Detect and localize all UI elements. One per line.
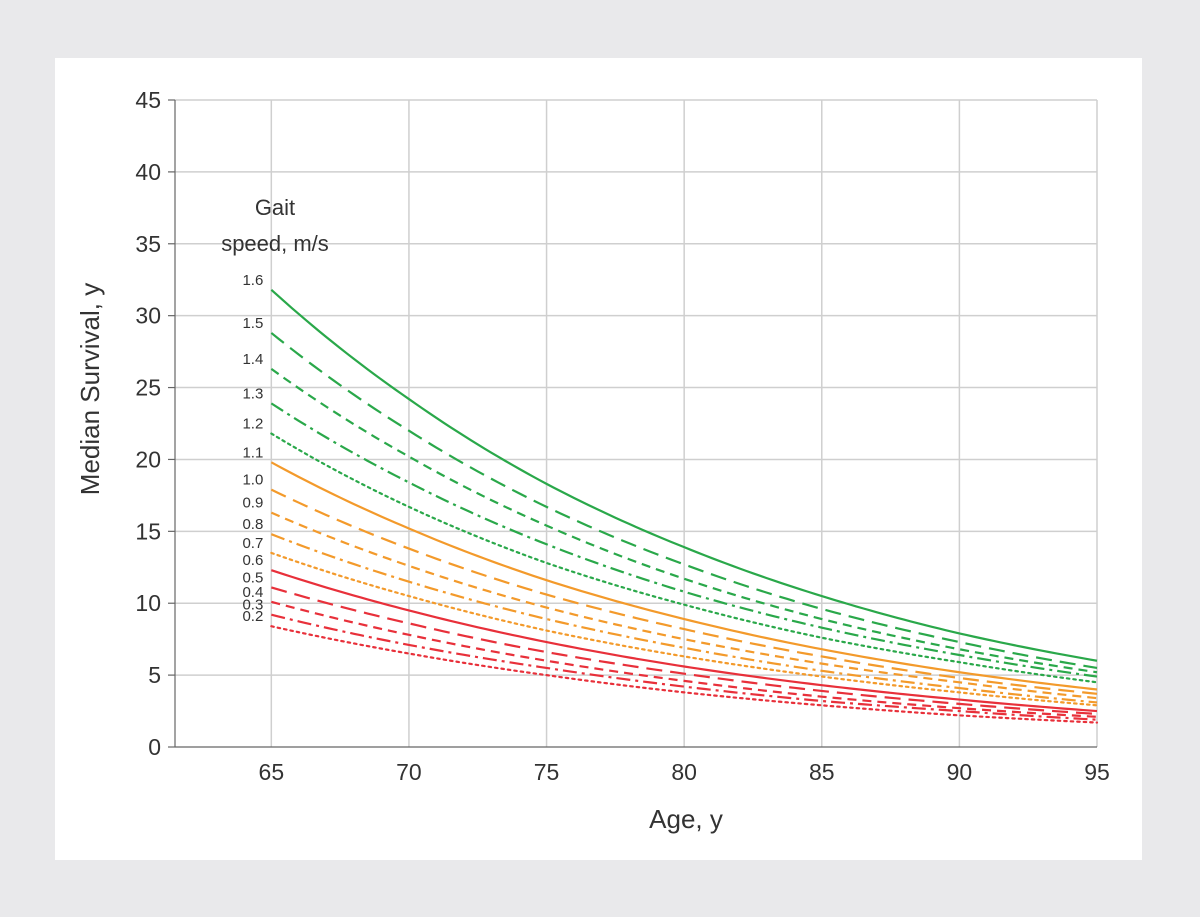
x-tick-label: 70 xyxy=(396,759,422,785)
y-tick-label: 30 xyxy=(135,303,161,329)
grid xyxy=(175,100,1097,747)
y-tick-label: 25 xyxy=(135,375,161,401)
speed-label-0-9: 0.9 xyxy=(242,495,263,512)
y-tick-label: 20 xyxy=(135,446,161,472)
speed-label-1-1: 1.1 xyxy=(242,444,263,461)
y-tick-label: 35 xyxy=(135,231,161,257)
y-tick-label: 10 xyxy=(135,590,161,616)
y-axis-title: Median Survival, y xyxy=(75,283,105,495)
x-tick-label: 95 xyxy=(1084,759,1110,785)
x-tick-label: 80 xyxy=(671,759,697,785)
speed-label-0-2: 0.2 xyxy=(242,608,263,625)
y-tick-label: 40 xyxy=(135,159,161,185)
x-tick-label: 85 xyxy=(809,759,835,785)
legend-title-line-1: Gait xyxy=(255,195,295,220)
speed-label-1-5: 1.5 xyxy=(242,315,263,332)
chart-panel: 65 70 75 80 85 90 95 0 5 10 15 20 25 30 35 40 45 1.6 1.5 1… xyxy=(55,58,1142,860)
speed-label-0-6: 0.6 xyxy=(242,552,263,569)
survival-chart: 65 70 75 80 85 90 95 0 5 10 15 20 25 30 35 40 45 1.6 1.5 1… xyxy=(55,58,1142,860)
x-axis-title: Age, y xyxy=(649,804,723,834)
speed-label-0-8: 0.8 xyxy=(242,516,263,533)
speed-labels: 1.61.51.41.31.21.11.00.90.80.70.60.50.40… xyxy=(242,272,263,625)
legend-title-line-2: speed, m/s xyxy=(221,231,329,256)
speed-label-1-3: 1.3 xyxy=(242,385,263,402)
x-tick-label: 90 xyxy=(947,759,973,785)
speed-label-1-6: 1.6 xyxy=(242,272,263,289)
speed-label-1-0: 1.0 xyxy=(242,472,263,489)
x-tick-label: 75 xyxy=(534,759,560,785)
axes: 65 70 75 80 85 90 95 0 5 10 15 20 25 30 35 40 45 xyxy=(135,87,1109,785)
speed-label-0-7: 0.7 xyxy=(242,535,263,552)
y-tick-label: 45 xyxy=(135,87,161,113)
x-tick-label: 65 xyxy=(259,759,285,785)
speed-label-1-2: 1.2 xyxy=(242,416,263,433)
y-tick-label: 5 xyxy=(148,662,161,688)
y-tick-label: 0 xyxy=(148,734,161,760)
speed-label-1-4: 1.4 xyxy=(242,351,263,368)
y-tick-label: 15 xyxy=(135,518,161,544)
